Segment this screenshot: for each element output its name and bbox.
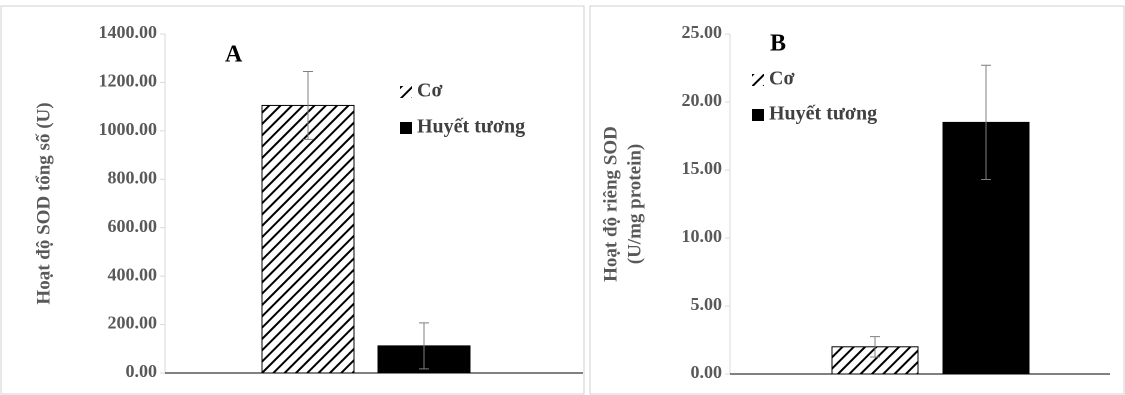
panel-label: A [225,42,243,68]
y-tick-label: 400.00 [108,264,158,284]
y-axis-label: Hoạt độ riêng SOD [600,126,621,282]
y-tick-label: 1000.00 [99,119,158,139]
error-bar [303,71,313,140]
y-tick-label: 600.00 [108,216,158,236]
panel-border [589,5,1125,395]
y-tick-label: 1400.00 [99,22,158,42]
legend-label: Huyết tương [417,116,525,138]
y-tick-label: 20.00 [682,90,723,110]
y-tick-label: 15.00 [682,158,723,178]
y-tick-label: 10.00 [682,226,723,246]
error-bar [419,322,429,370]
y-tick-label: 5.00 [691,294,723,314]
error-bar [981,64,991,181]
legend-label: Cơ [417,80,443,102]
legend-swatch [400,122,412,134]
legend-label: Huyết tương [769,103,877,125]
error-bar [870,336,880,358]
legend-swatch [752,109,764,121]
legend-label: Cơ [769,68,795,90]
bar [261,104,355,374]
y-tick-label: 200.00 [108,313,158,333]
y-tick-label: 1200.00 [99,71,158,91]
y-tick-label: 0.00 [691,362,723,382]
legend-swatch [400,86,412,98]
panel-label: B [770,31,786,57]
y-axis-label: Hoạt độ SOD tổng số (U) [33,102,54,304]
y-tick-label: 25.00 [682,22,723,42]
y-tick-label: 0.00 [126,361,158,381]
legend-swatch [752,74,764,86]
y-tick-label: 800.00 [108,167,158,187]
panel-border [0,5,585,395]
y-axis-label: (U/mg protein) [624,144,645,265]
